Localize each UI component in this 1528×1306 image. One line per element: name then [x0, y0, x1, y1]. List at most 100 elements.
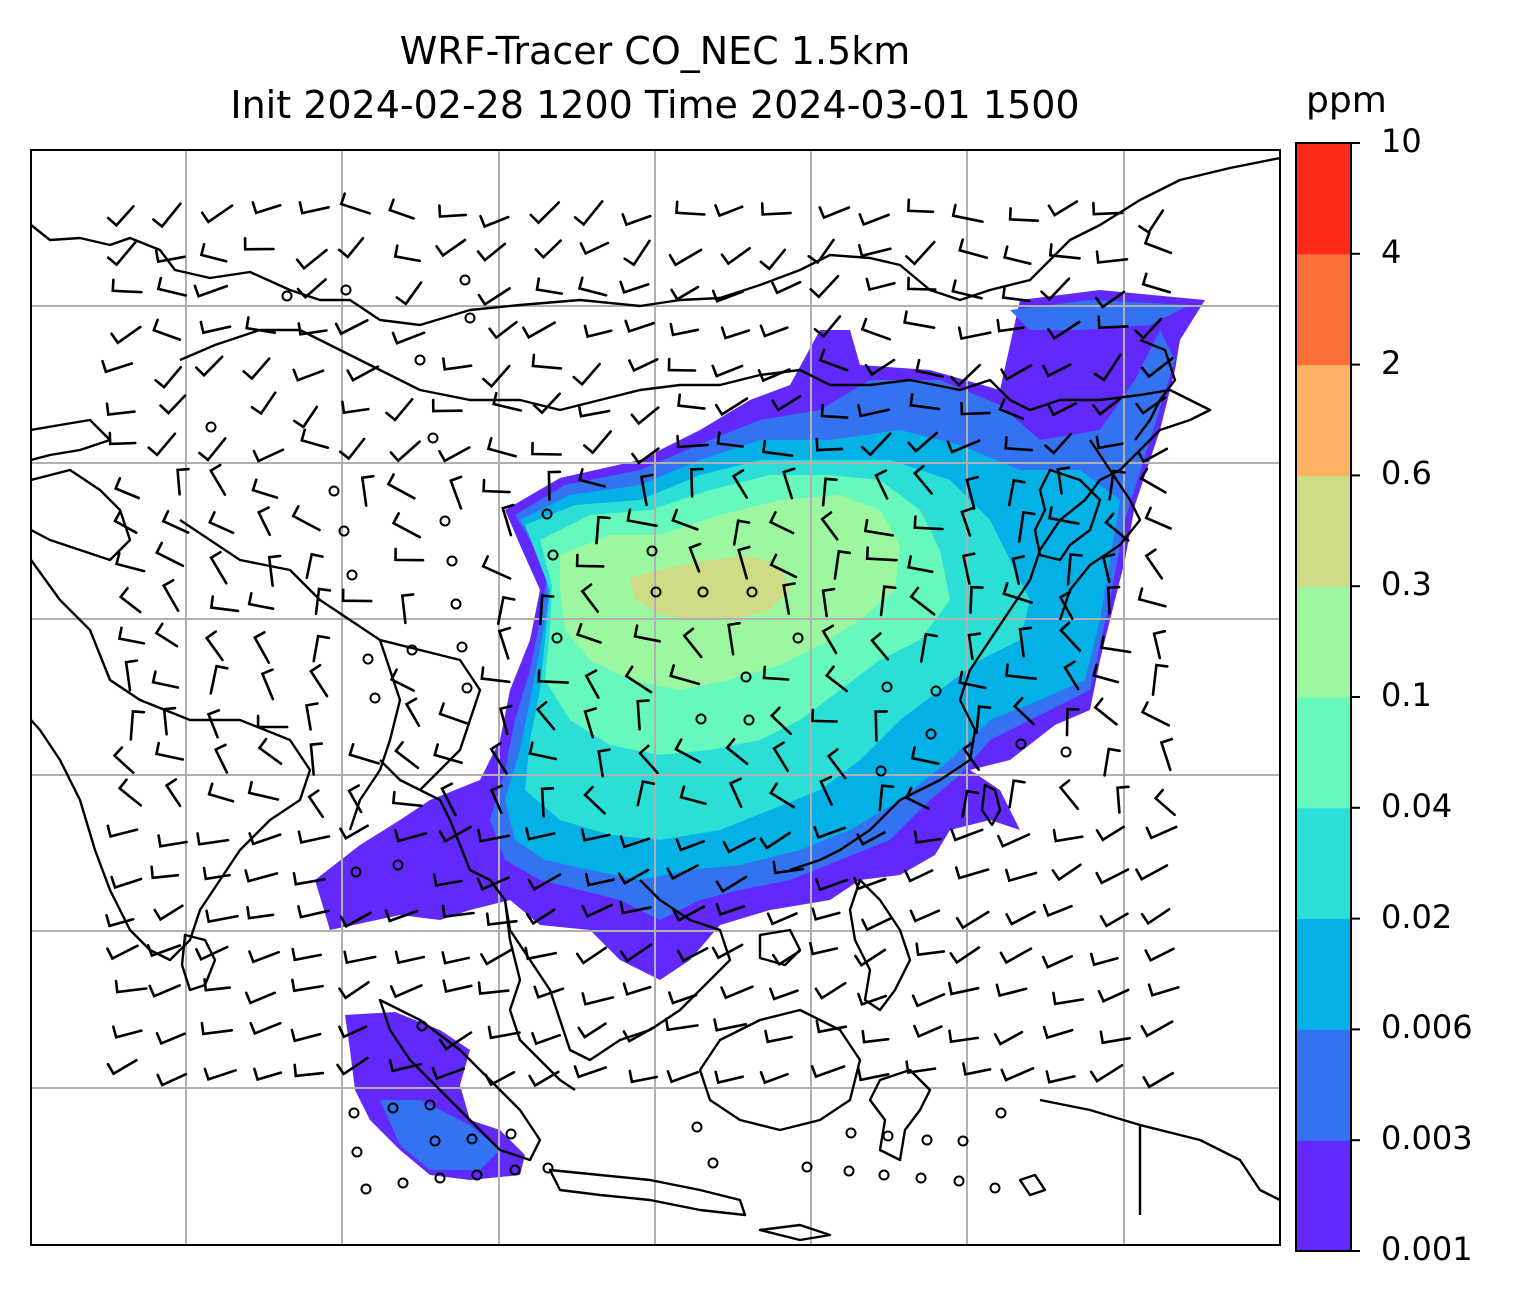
wind-barb [807, 238, 835, 265]
wind-barb [633, 624, 661, 643]
wind-barb [202, 866, 231, 881]
wind-barb [715, 902, 745, 917]
wind-barb [575, 622, 602, 644]
wind-barb [292, 368, 325, 382]
wind-barb [1065, 707, 1080, 737]
wind-barb [913, 515, 944, 531]
wind-barb [595, 515, 611, 545]
wind-barb [1005, 663, 1037, 680]
wind-barb [688, 542, 702, 573]
wind-barb [105, 914, 135, 928]
wind-barb [343, 950, 377, 965]
wind-barb [854, 948, 887, 967]
wind-barb [1047, 506, 1080, 525]
wind-barb [811, 907, 841, 921]
wind-barb [338, 1025, 368, 1039]
wind-barb [664, 1017, 699, 1032]
wind-barb [309, 742, 324, 776]
wind-barb [148, 984, 181, 998]
wind-barb [161, 578, 180, 612]
wind-barb [1134, 317, 1163, 340]
wind-barb [388, 1058, 423, 1073]
calm-wind-marker [340, 284, 352, 296]
calm-wind-marker [362, 653, 374, 665]
wind-barb [305, 702, 319, 731]
wind-barb [996, 318, 1025, 333]
wind-barb [339, 192, 371, 215]
wind-barb [967, 632, 982, 661]
wind-barb [433, 743, 463, 764]
wind-barb [995, 983, 1028, 998]
wind-barb [675, 200, 706, 216]
wind-barb [204, 630, 224, 662]
wind-barb [147, 432, 177, 457]
wind-barb [919, 632, 938, 663]
wind-barb [243, 237, 275, 251]
wind-barb [1135, 396, 1167, 415]
colorbar-tick-label: 0.001 [1381, 1230, 1473, 1268]
wind-barb [948, 1029, 980, 1044]
wind-barb [951, 203, 984, 223]
wind-barb [955, 910, 990, 930]
wind-barb [731, 469, 748, 499]
calm-wind-marker [461, 682, 473, 694]
calm-wind-marker [328, 485, 340, 497]
wind-barb [577, 404, 611, 418]
wind-barb [813, 825, 846, 840]
wind-barb [909, 586, 936, 616]
wind-barb [524, 946, 557, 961]
wind-barb [1012, 696, 1035, 726]
wind-barb [583, 785, 606, 815]
wind-barb [1041, 955, 1073, 969]
wind-barb [527, 873, 562, 892]
wind-barb [711, 364, 744, 378]
wind-barb [449, 475, 463, 510]
wind-barb [1001, 285, 1031, 303]
wind-barb [154, 249, 186, 264]
wind-barb [476, 876, 510, 891]
wind-barb [577, 1022, 607, 1039]
calm-wind-marker [743, 714, 755, 726]
calm-wind-marker [456, 641, 468, 653]
wind-barb [531, 353, 563, 370]
calm-wind-marker [843, 1165, 855, 1177]
wind-barb [766, 912, 798, 926]
plume-level-0.003 [380, 1100, 500, 1170]
wind-barb [947, 981, 980, 996]
wind-barb [440, 782, 457, 817]
wind-barb [915, 942, 946, 957]
wind-barb [290, 1028, 322, 1043]
calm-wind-marker [1015, 738, 1027, 750]
wind-barb [1002, 582, 1033, 604]
wind-barb [480, 666, 511, 684]
calm-wind-marker [875, 765, 887, 777]
wind-barb [874, 469, 889, 500]
wind-barb [162, 706, 177, 736]
wind-barb [338, 437, 366, 461]
wind-barb [821, 587, 836, 618]
wind-barb [501, 503, 515, 537]
wind-barb [207, 782, 235, 803]
wind-barb [260, 668, 275, 701]
wind-barb [156, 276, 188, 297]
calm-wind-marker [392, 859, 404, 871]
calm-wind-marker [471, 1169, 483, 1181]
wind-barb [631, 447, 660, 465]
wind-barb [293, 405, 319, 429]
wind-barb [621, 213, 652, 227]
wind-barb [769, 553, 798, 579]
wind-barb [431, 398, 463, 413]
wind-barb [499, 704, 513, 736]
wind-barb [946, 439, 981, 454]
wind-barb [573, 1065, 607, 1079]
wind-barb [199, 242, 228, 263]
wind-barb [1093, 697, 1118, 726]
wind-barb [619, 835, 651, 849]
wind-barb [772, 741, 789, 772]
wind-barb [391, 512, 422, 539]
wind-barb [909, 393, 941, 411]
wind-barb [1137, 447, 1169, 464]
wind-barb [813, 315, 842, 339]
wind-barb [769, 782, 795, 809]
